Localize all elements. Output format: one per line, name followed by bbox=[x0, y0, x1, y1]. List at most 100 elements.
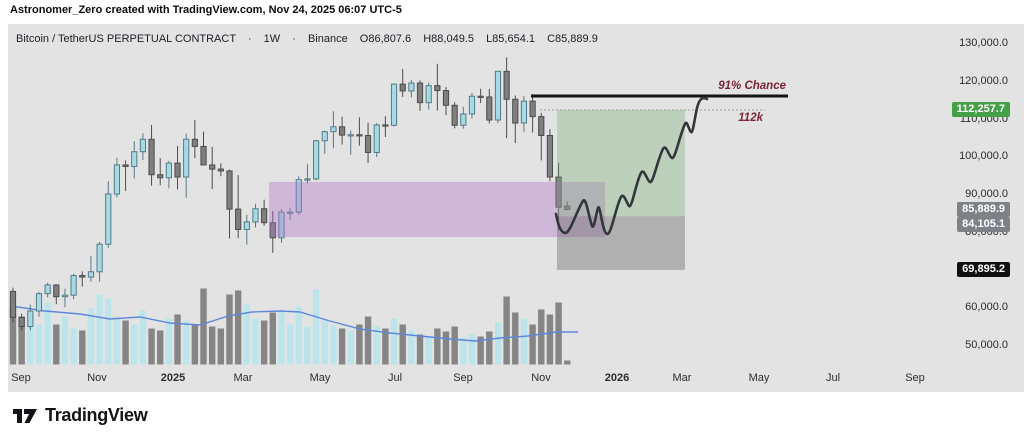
candle-body bbox=[252, 208, 259, 223]
volume-bar bbox=[321, 320, 328, 365]
separator-dot: · bbox=[247, 33, 252, 45]
attribution-text: Astronomer_Zero created with TradingView… bbox=[10, 4, 402, 16]
time-axis-label: Jul bbox=[825, 372, 841, 384]
ohlc-close: C85,889.9 bbox=[547, 33, 598, 45]
candle-body bbox=[105, 193, 112, 245]
candle-body bbox=[477, 95, 484, 98]
candle-body bbox=[460, 113, 467, 126]
candle-body bbox=[191, 138, 198, 147]
candle-body bbox=[356, 134, 363, 137]
volume-bar bbox=[87, 308, 95, 365]
price-level-badge: 85,889.9 bbox=[957, 202, 1010, 218]
volume-bar bbox=[148, 328, 155, 365]
price-axis-label: 90,000.0 bbox=[965, 188, 1008, 200]
projection-squiggle[interactable] bbox=[554, 96, 709, 236]
candle-body bbox=[434, 85, 441, 92]
volume-bar bbox=[486, 331, 493, 365]
candle-body bbox=[209, 164, 216, 170]
tradingview-logo[interactable]: TradingView bbox=[12, 402, 148, 428]
volume-bar bbox=[44, 302, 51, 365]
volume-bar bbox=[434, 328, 441, 365]
volume-bar bbox=[122, 320, 129, 365]
volume-bar bbox=[347, 330, 354, 365]
symbol-header[interactable]: Bitcoin / TetherUS PERPETUAL CONTRACT · … bbox=[16, 33, 598, 45]
target-zone-green[interactable] bbox=[557, 109, 685, 217]
candle-body bbox=[546, 134, 554, 178]
candle-body bbox=[243, 221, 250, 230]
time-axis-label: May bbox=[748, 372, 770, 384]
volume-bar bbox=[442, 331, 450, 365]
volume-bar bbox=[278, 310, 285, 365]
symbol-name[interactable]: Bitcoin / TetherUS PERPETUAL CONTRACT bbox=[16, 33, 236, 45]
volume-bar bbox=[252, 318, 259, 365]
candle-body bbox=[503, 70, 510, 100]
tradingview-logo-icon bbox=[13, 409, 37, 423]
price-axis-label: 60,000.0 bbox=[965, 301, 1008, 314]
candle-body bbox=[529, 100, 536, 118]
candle-body bbox=[538, 116, 545, 136]
time-axis-label: Mar bbox=[672, 372, 692, 384]
tradingview-logo-text: TradingView bbox=[45, 404, 148, 425]
volume-bar bbox=[468, 334, 476, 365]
candle-body bbox=[96, 243, 103, 273]
candle-body bbox=[61, 294, 69, 298]
candle-body bbox=[9, 290, 17, 318]
candle-body bbox=[157, 174, 164, 179]
ohlc-low: L85,654.1 bbox=[486, 33, 535, 45]
time-axis-label: Sep bbox=[905, 372, 925, 384]
price-axis-label: 130,000.0 bbox=[959, 37, 1008, 49]
volume-bar bbox=[53, 324, 60, 365]
time-axis-label: Sep bbox=[453, 372, 473, 384]
volume-bar bbox=[27, 322, 34, 365]
stop-zone-gray[interactable] bbox=[557, 216, 685, 270]
volume-bar bbox=[451, 326, 458, 365]
volume-bar bbox=[399, 324, 406, 365]
candle-body bbox=[338, 126, 346, 136]
candle-body bbox=[451, 104, 458, 126]
candle-body bbox=[486, 96, 493, 121]
time-axis-label: Jul bbox=[387, 372, 403, 384]
volume-bar bbox=[183, 320, 190, 365]
candle-body bbox=[165, 162, 172, 179]
volume-bar bbox=[260, 320, 268, 365]
time-axis-label: 2026 bbox=[604, 372, 630, 384]
volume-bar bbox=[9, 306, 17, 365]
chance-annotation[interactable]: 91% Chance bbox=[718, 80, 786, 92]
candle-body bbox=[217, 168, 224, 172]
candle-body bbox=[512, 98, 519, 124]
volume-bar bbox=[494, 322, 502, 365]
time-axis-label: Mar bbox=[233, 372, 253, 384]
volume-bar bbox=[139, 310, 147, 365]
interval-label[interactable]: 1W bbox=[263, 33, 281, 45]
ohlc-open: O86,807.6 bbox=[359, 33, 412, 45]
candle-body bbox=[295, 179, 302, 213]
candle-body bbox=[330, 126, 337, 133]
volume-bar bbox=[408, 330, 415, 365]
supply-zone-purple[interactable] bbox=[269, 181, 605, 238]
candle-body bbox=[44, 284, 51, 295]
candle-body bbox=[520, 100, 528, 124]
volume-bar bbox=[538, 309, 545, 365]
volume-bar bbox=[460, 337, 467, 365]
price-level-badge: 69,895.2 bbox=[957, 262, 1010, 278]
candle-body bbox=[35, 293, 43, 312]
candle-body bbox=[304, 178, 311, 181]
volume-bar bbox=[200, 288, 207, 365]
price-axis-label: 120,000.0 bbox=[959, 74, 1008, 87]
volume-bar bbox=[338, 328, 346, 365]
candle-body bbox=[313, 140, 320, 180]
target-annotation[interactable]: 112k bbox=[738, 112, 763, 124]
volume-bar bbox=[390, 318, 398, 365]
volume-bar bbox=[373, 326, 380, 365]
candle-body bbox=[235, 208, 242, 230]
volume-bar bbox=[382, 328, 389, 365]
ohlc-high: H88,049.5 bbox=[423, 33, 474, 45]
candle-body bbox=[18, 316, 25, 328]
volume-bar bbox=[520, 318, 528, 365]
exchange-label: Binance bbox=[307, 33, 348, 45]
candle-body bbox=[321, 131, 328, 142]
volume-bar bbox=[243, 304, 251, 365]
volume-bar bbox=[70, 328, 77, 365]
volume-bar bbox=[286, 324, 294, 365]
